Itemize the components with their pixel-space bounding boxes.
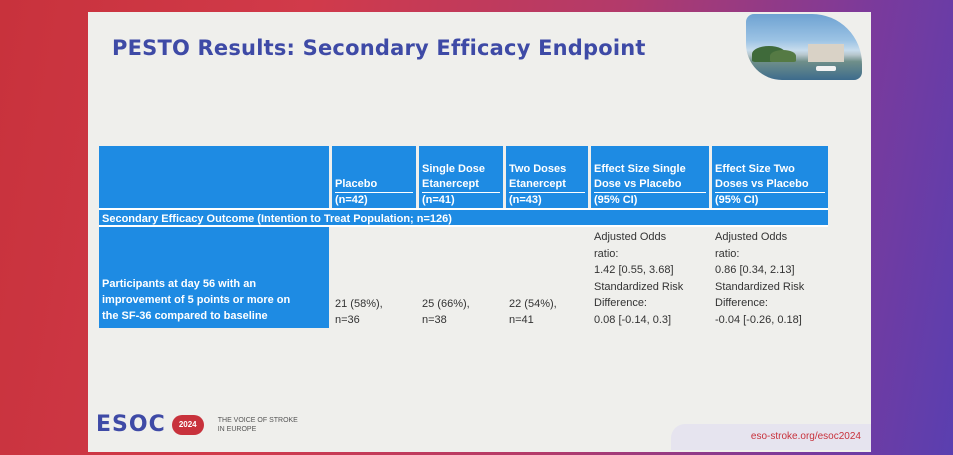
tagline: THE VOICE OF STROKE IN EUROPE: [217, 416, 298, 433]
outcome-label: Participants at day 56 with an improveme…: [99, 227, 329, 328]
header-effect-single: Effect Size Single Dose vs Placebo (95% …: [591, 146, 709, 208]
esoc-logo: ESOC 2024 THE VOICE OF STROKE IN EUROPE: [96, 412, 328, 437]
table-row: Participants at day 56 with an improveme…: [99, 227, 828, 328]
header-two-doses: Two Doses Etanercept (n=43): [506, 146, 588, 208]
section-label: Secondary Efficacy Outcome (Intention to…: [99, 208, 828, 227]
header-placebo: Placebo (n=42): [332, 146, 416, 208]
slide-title: PESTO Results: Secondary Efficacy Endpoi…: [112, 36, 646, 60]
effect-two-value: Adjusted Odds ratio: 0.86 [0.34, 2.13] S…: [715, 231, 805, 326]
single-dose-value: 25 (66%), n=38: [422, 298, 470, 326]
header-blank-cell: [99, 146, 329, 208]
header-single-dose: Single Dose Etanercept (n=41): [419, 146, 503, 208]
section-header-row: Secondary Efficacy Outcome (Intention to…: [99, 208, 828, 227]
esoc-wordmark: ESOC: [96, 412, 166, 437]
effect-single-value: Adjusted Odds ratio: 1.42 [0.55, 3.68] S…: [594, 231, 684, 326]
two-doses-value: 22 (54%), n=41: [509, 298, 557, 326]
website-url: eso-stroke.org/esoc2024: [671, 424, 871, 450]
year-badge: 2024: [171, 414, 204, 435]
table-header-row: Placebo (n=42) Single Dose Etanercept (n…: [99, 146, 828, 208]
city-river-photo: [746, 14, 862, 80]
results-table: Placebo (n=42) Single Dose Etanercept (n…: [96, 146, 831, 328]
header-effect-two: Effect Size Two Doses vs Placebo (95% CI…: [712, 146, 828, 208]
placebo-value: 21 (58%), n=36: [335, 298, 383, 326]
presentation-slide: PESTO Results: Secondary Efficacy Endpoi…: [88, 12, 871, 452]
